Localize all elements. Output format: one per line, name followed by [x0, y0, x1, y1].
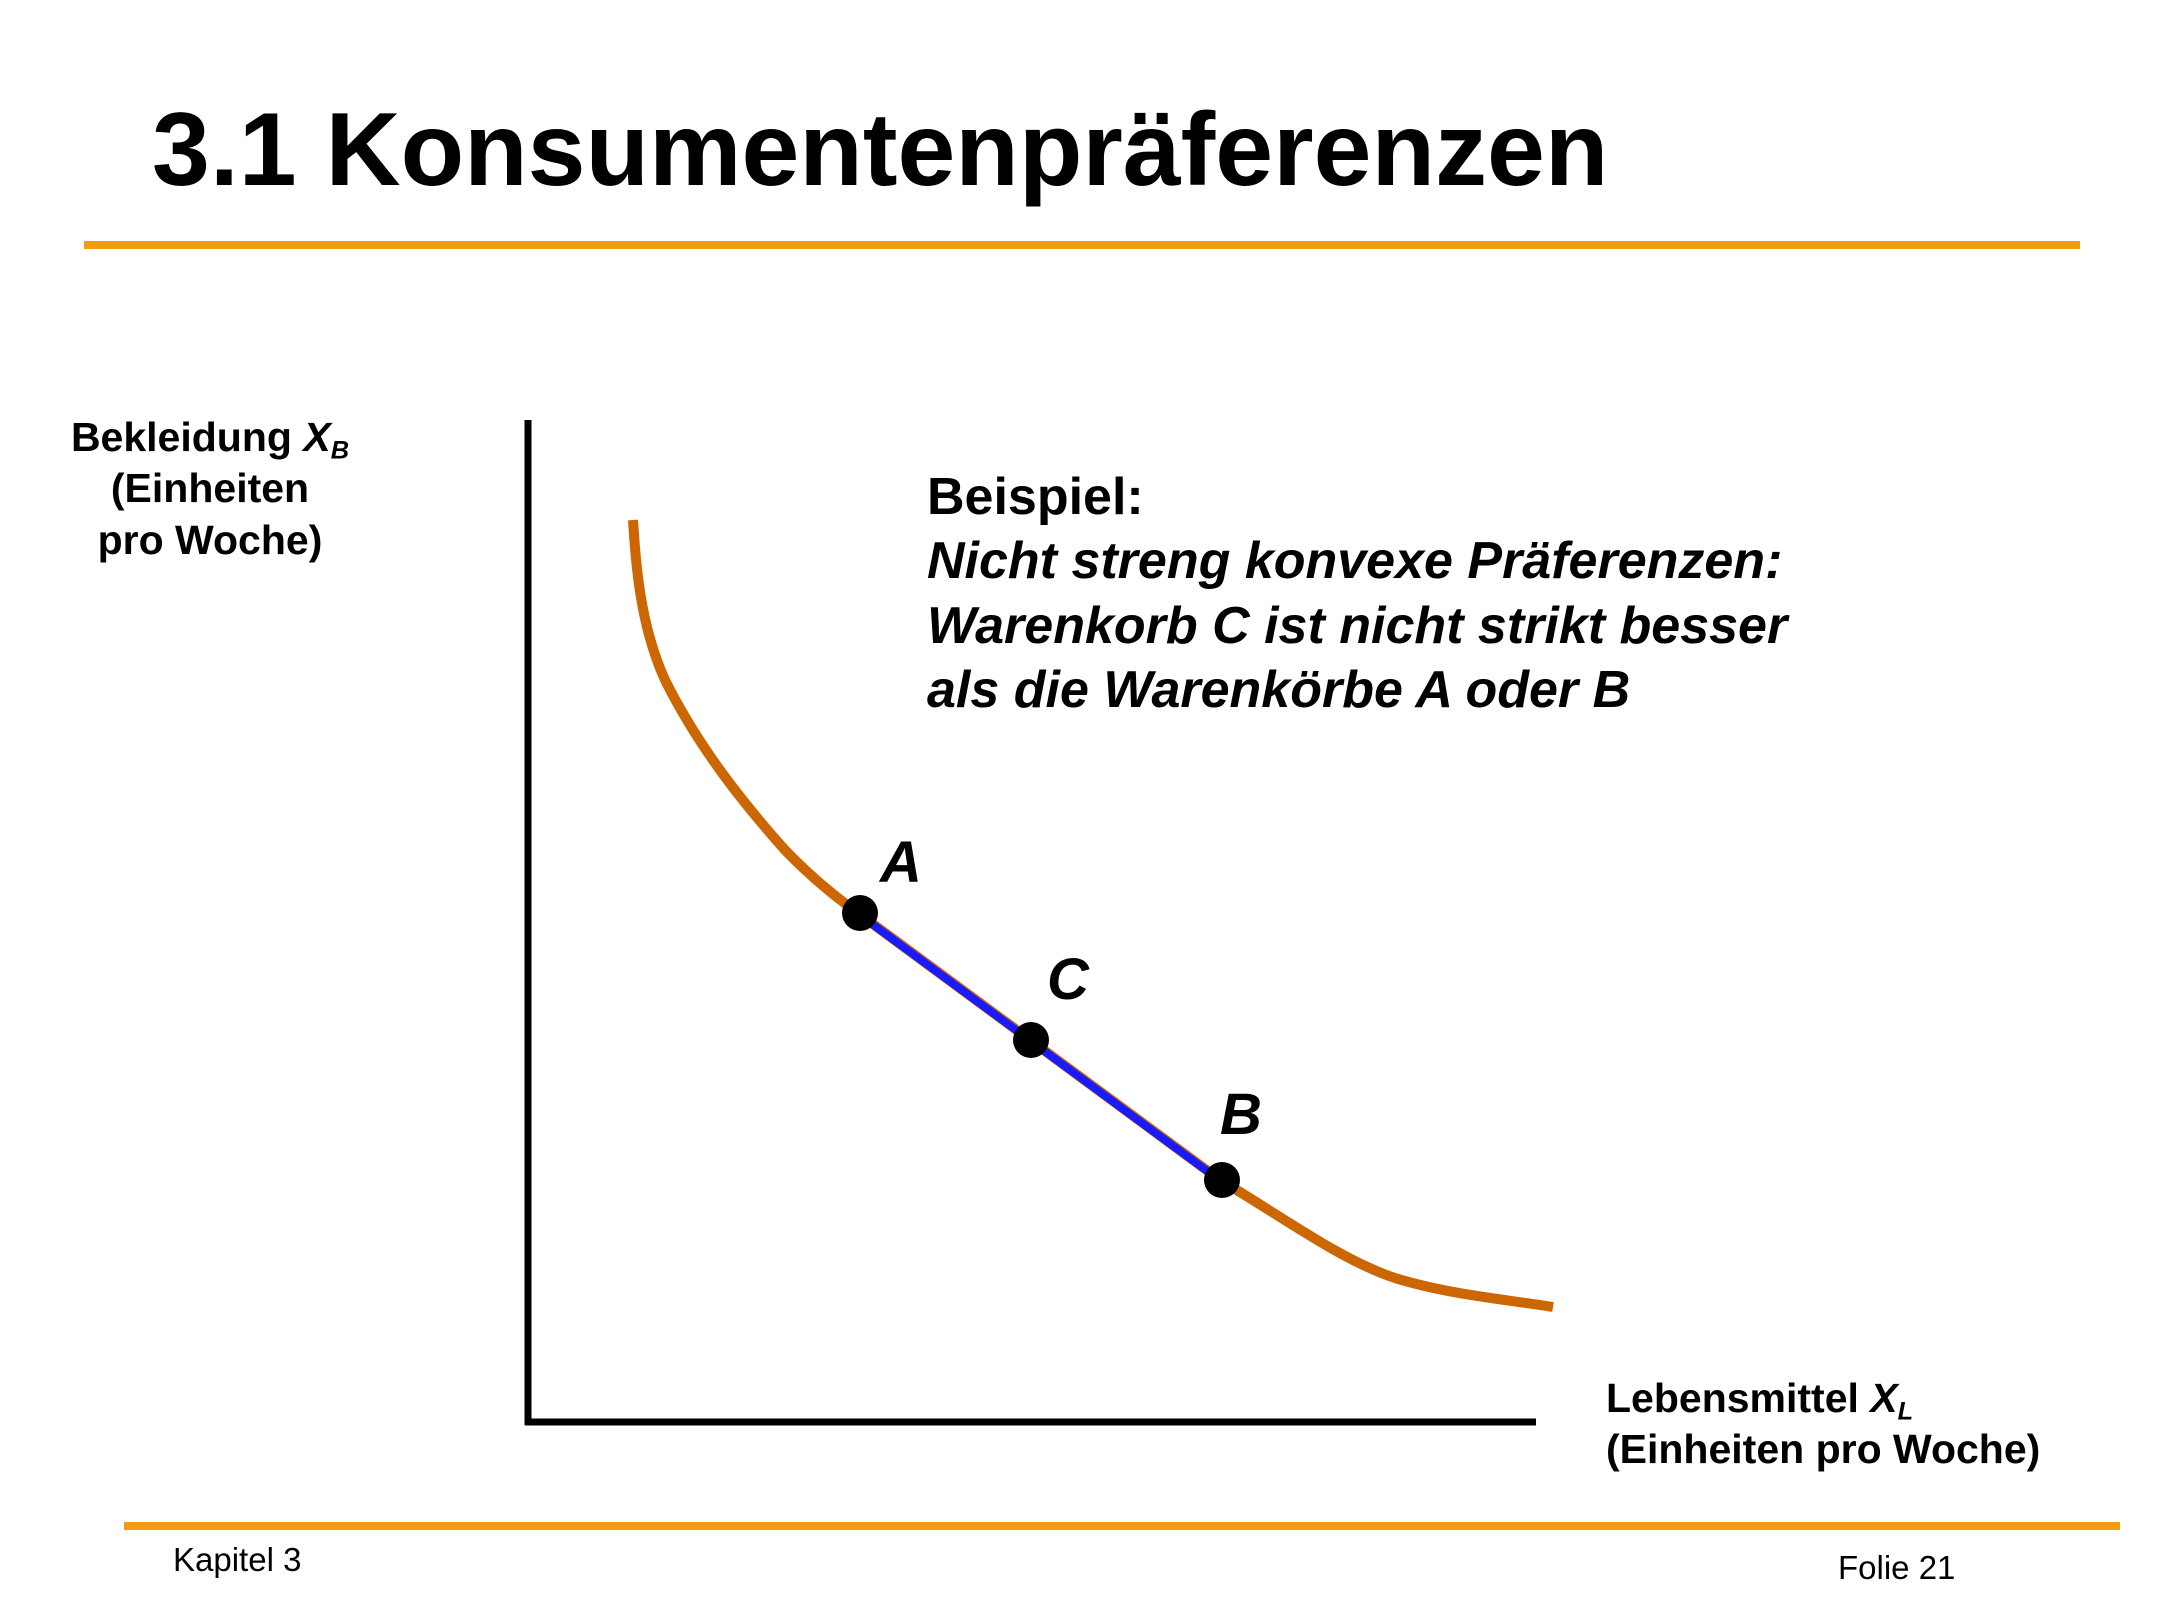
x-axis-variable-symbol: X	[1870, 1375, 1898, 1421]
point-c-label: C	[1047, 947, 1089, 1012]
y-axis-variable-subscript: B	[330, 436, 350, 465]
x-axis-label-line2: (Einheiten pro Woche)	[1606, 1426, 2041, 1473]
y-axis-label-line3: pro Woche)	[97, 516, 323, 563]
x-axis-label-text: Lebensmittel	[1606, 1375, 1871, 1421]
callout-line: Nicht streng konvexe Präferenzen:	[927, 532, 1783, 591]
callout-heading: Beispiel:	[927, 468, 1144, 526]
footer-chapter: Kapitel 3	[173, 1541, 302, 1578]
point-a-label: A	[880, 830, 922, 895]
y-axis-variable-symbol: X	[303, 414, 331, 460]
example-callout: Beispiel: Nicht streng konvexe Präferenz…	[927, 465, 1787, 723]
point-b	[1204, 1162, 1240, 1198]
y-axis-label: Bekleidung XB (Einheiten pro Woche)	[40, 412, 380, 566]
footer-divider	[124, 1522, 2120, 1530]
title-divider	[84, 241, 2080, 249]
slide-title: 3.1 Konsumentenpräferenzen	[152, 92, 1609, 208]
x-axis-variable-subscript: L	[1897, 1397, 1914, 1426]
point-c	[1013, 1022, 1049, 1058]
x-axis-label: Lebensmittel XL (Einheiten pro Woche)	[1606, 1373, 2040, 1476]
y-axis-label-line1: Bekleidung XB	[40, 412, 380, 463]
footer-slide-number: Folie 21	[1838, 1549, 1956, 1586]
x-axis-variable: XL	[1870, 1375, 1913, 1424]
y-axis-label-line2: (Einheiten	[110, 465, 310, 512]
y-axis-variable: XB	[303, 414, 349, 463]
x-axis-label-line1: Lebensmittel XL	[1606, 1373, 2040, 1424]
point-b-label: B	[1220, 1082, 1262, 1147]
indifference-curve	[628, 519, 1554, 1312]
y-axis-label-text: Bekleidung	[70, 414, 304, 460]
point-a	[842, 895, 878, 931]
callout-line: Warenkorb C ist nicht strikt besser	[927, 596, 1788, 655]
callout-line: als die Warenkörbe A oder B	[927, 661, 1631, 720]
